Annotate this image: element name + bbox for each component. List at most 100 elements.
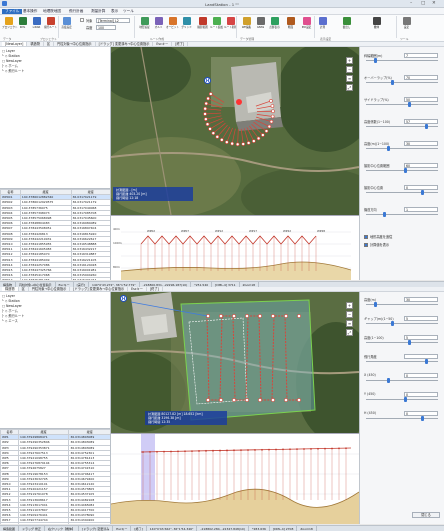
waypoint-dot[interactable] <box>198 450 200 452</box>
top-elevation-profile[interactable]: 40m 100m 80m WP02 WP07 WP12 WP17 WP22 WP28 <box>111 215 359 280</box>
waypoint-marker[interactable] <box>246 141 251 145</box>
ribbon-kml-button[interactable]: KML <box>16 17 29 37</box>
param-slider-track[interactable] <box>366 342 438 343</box>
ribbon-profile-button[interactable]: 断面 <box>284 17 297 37</box>
waypoint-marker[interactable] <box>270 104 275 108</box>
ribbon-export-button[interactable]: 書出し <box>340 17 353 37</box>
tree-item[interactable]: └ ◇ 飛行ルート <box>2 69 25 73</box>
option-checkbox-row[interactable]: 計算値を表示 <box>364 243 389 248</box>
tab-drag-modify[interactable]: [ドラッグ] 変更済み→中心位置指示 <box>70 287 129 291</box>
tab-finish[interactable]: [終了] <box>172 42 189 46</box>
waypoint-dot[interactable] <box>345 447 347 450</box>
waypoint-marker[interactable] <box>219 398 223 402</box>
param-value-input[interactable]: 57 <box>404 119 438 124</box>
waypoint-marker[interactable] <box>204 117 208 121</box>
waypoint-dot[interactable] <box>156 450 158 453</box>
tree-item[interactable]: └ ◇ Station <box>2 54 20 58</box>
param-slider-knob[interactable] <box>391 321 394 326</box>
ribbon-orbit-button[interactable]: オービット <box>166 17 179 37</box>
waypoint-marker[interactable] <box>269 119 274 124</box>
waypoint-marker[interactable] <box>252 139 256 143</box>
param-slider-track[interactable] <box>366 192 438 193</box>
tree-item[interactable]: └ ◇ エース <box>2 319 18 323</box>
waypoint-dot[interactable] <box>226 449 228 452</box>
ribbon-altitude-button[interactable]: 高度設定 <box>60 17 73 37</box>
waypoint-marker[interactable] <box>225 140 229 144</box>
param-value-input[interactable] <box>404 354 438 359</box>
param-slider-knob[interactable] <box>421 416 424 421</box>
ribbon-edit-button[interactable]: WP編集 <box>240 17 253 37</box>
param-slider-track[interactable] <box>366 60 438 61</box>
waypoint-dot[interactable] <box>149 450 151 453</box>
ribbon-ortho-button[interactable]: オルソ <box>152 17 165 37</box>
waypoint-marker[interactable] <box>206 96 210 101</box>
waypoint-dot[interactable] <box>191 450 193 452</box>
object-select[interactable]: [Terminal] L2 <box>96 17 130 23</box>
menu-survey[interactable]: 測量計算 <box>91 9 106 13</box>
param-slider-knob[interactable] <box>387 146 390 151</box>
tab-structure[interactable]: 構造物 <box>27 42 44 46</box>
tab-esc-key[interactable]: Escキー <box>128 287 147 291</box>
tree-item[interactable]: □ NewLayer <box>2 304 22 308</box>
waypoint-dot[interactable] <box>261 448 263 451</box>
altitude-input[interactable]: 100 <box>96 24 116 30</box>
zoom-in-button[interactable]: + <box>346 302 353 309</box>
param-value-input[interactable]: 30 <box>404 141 438 146</box>
waypoint-marker[interactable] <box>208 92 213 96</box>
ribbon-add-route-button[interactable]: ルート追加 <box>210 17 223 37</box>
waypoint-marker[interactable] <box>211 131 216 135</box>
param-slider-track[interactable] <box>366 323 438 324</box>
tree-item[interactable]: ├ ◇ ホーム <box>2 309 18 313</box>
layers-icon[interactable]: ≡ <box>346 75 353 82</box>
param-slider-knob[interactable] <box>374 302 377 307</box>
waypoint-marker[interactable] <box>261 133 265 137</box>
param-slider-knob[interactable] <box>425 359 428 364</box>
ribbon-route-button[interactable]: 飛行ルート <box>44 17 57 37</box>
waypoint-dot[interactable] <box>268 448 270 451</box>
waypoint-dot[interactable] <box>254 449 256 451</box>
waypoint-marker[interactable] <box>232 398 236 402</box>
ribbon-pointcloud-button[interactable]: 点群表示 <box>268 17 281 37</box>
orbit-route-overlay[interactable] <box>111 47 359 215</box>
menu-file[interactable]: ファイル <box>2 9 23 14</box>
param-slider-track[interactable] <box>366 214 438 215</box>
ribbon-camera-button[interactable]: 撮影範囲 <box>196 17 209 37</box>
waypoint-marker[interactable] <box>215 135 220 139</box>
waypoint-marker[interactable] <box>264 129 269 133</box>
param-slider-track[interactable] <box>366 361 438 362</box>
close-panel-button[interactable]: 閉じる <box>412 512 440 518</box>
waypoint-dot[interactable] <box>331 447 333 450</box>
menu-flight-plan[interactable]: 飛行計画 <box>69 9 84 13</box>
waypoint-marker[interactable] <box>208 127 212 131</box>
waypoint-marker[interactable] <box>269 99 273 103</box>
waypoint-marker[interactable] <box>241 142 245 146</box>
checkbox-icon[interactable] <box>364 243 368 247</box>
waypoint-dot[interactable] <box>205 449 207 452</box>
waypoint-dot[interactable] <box>303 448 305 450</box>
waypoint-dot[interactable] <box>282 448 284 451</box>
table-row[interactable]: WP1 140.37929868471 36.0314803089 <box>0 434 110 441</box>
tab-newlayer[interactable]: [NewLayer] <box>2 42 28 46</box>
waypoint-marker[interactable] <box>204 101 208 106</box>
ribbon-measure-button[interactable]: 計測 <box>316 17 329 37</box>
param-slider-track[interactable] <box>366 418 438 419</box>
object-checkbox[interactable] <box>80 18 84 22</box>
waypoint-marker[interactable] <box>219 314 223 318</box>
waypoint-dot[interactable] <box>310 447 312 450</box>
menu-basic[interactable]: 基本操作 <box>23 9 38 13</box>
maximize-button[interactable]: □ <box>421 1 426 6</box>
tab-finish[interactable]: [終了] <box>147 287 163 291</box>
table-row[interactable]: WP017140.3784578176636.0315791044 <box>0 277 110 280</box>
ribbon-lidar-button[interactable]: LiDAR <box>30 17 43 37</box>
waypoint-marker[interactable] <box>258 398 262 402</box>
param-slider-track[interactable] <box>366 170 438 171</box>
menu-tools[interactable]: ツール <box>123 9 134 13</box>
tree-item[interactable]: □ Layer <box>2 49 15 53</box>
param-slider-track[interactable] <box>366 82 438 83</box>
menu-view[interactable]: 表示 <box>111 9 119 13</box>
param-slider-knob[interactable] <box>374 58 377 63</box>
param-slider-knob[interactable] <box>391 80 394 85</box>
param-value-input[interactable]: 7 <box>404 53 438 58</box>
ribbon-gnss-button[interactable]: GNSS <box>254 17 267 37</box>
param-slider-knob[interactable] <box>421 190 424 195</box>
